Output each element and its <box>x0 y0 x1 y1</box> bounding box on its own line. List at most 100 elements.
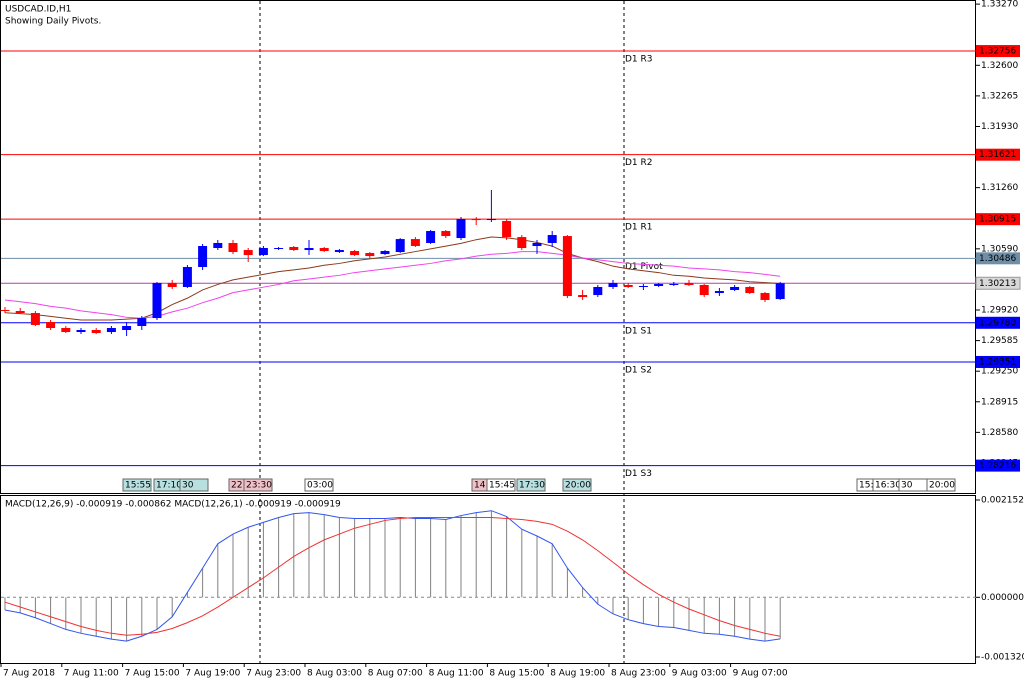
candle-body <box>61 327 71 333</box>
pivot-price-box <box>976 459 1020 472</box>
event-box <box>243 478 273 492</box>
event-label: 03:00 <box>307 481 333 491</box>
event-box <box>562 478 592 492</box>
event-label: 16:30 <box>875 481 901 491</box>
x-tick-label: 7 Aug 19:00 <box>185 669 240 679</box>
pivot-price-label: 1.28216 <box>979 461 1016 471</box>
x-tick-label: 7 Aug 2018 <box>3 669 55 679</box>
event-label: 20:00 <box>929 481 955 491</box>
event-box <box>926 478 956 492</box>
candle-body <box>547 235 557 243</box>
candle-body <box>471 219 481 221</box>
candle-body <box>228 242 238 253</box>
candle-body <box>426 231 436 243</box>
candle-body <box>714 291 724 294</box>
event-label: 15:45 <box>489 481 515 491</box>
event-box <box>179 478 209 492</box>
event-label: 23:30 <box>246 481 272 491</box>
event-label: 20:00 <box>565 481 591 491</box>
x-tick-label: 7 Aug 23:00 <box>246 669 301 679</box>
pivot-name: D1 S1 <box>625 326 652 336</box>
candle-body <box>456 219 466 239</box>
candle-body <box>745 286 755 294</box>
candle-body <box>213 242 223 249</box>
y-tick-label: 0.000000 <box>981 593 1024 603</box>
x-tick-label: 8 Aug 03:00 <box>307 669 362 679</box>
candle-body <box>258 248 268 256</box>
pivot-name: D1 R3 <box>625 55 653 65</box>
x-tick-label: 8 Aug 15:00 <box>489 669 544 679</box>
candle-body <box>243 250 253 256</box>
event-box <box>304 478 334 492</box>
candle-body <box>122 325 132 331</box>
candle-body <box>182 266 192 287</box>
bid-price-label: 1.30213 <box>979 279 1016 289</box>
candle-body <box>608 282 618 287</box>
y-tick-label: 1.28580 <box>981 428 1018 438</box>
event-label: 30 <box>901 481 913 491</box>
event-label: 22: <box>231 481 245 491</box>
candle-body <box>699 284 709 296</box>
event-label: 15:55 <box>125 481 151 491</box>
candle-body <box>350 251 360 256</box>
pivot-name: D1 R1 <box>625 223 653 233</box>
candle-body <box>654 283 664 286</box>
candle-body <box>562 236 572 297</box>
candle-body <box>106 327 116 333</box>
candle-body <box>730 286 740 291</box>
candle-body <box>684 282 694 285</box>
macd-title: MACD(12,26,9) -0.000919 -0.000862 MACD(1… <box>5 500 341 510</box>
moving-average <box>4 236 781 321</box>
candle-body <box>623 284 633 287</box>
macd-panel-frame <box>0 495 976 664</box>
x-tick-label: 8 Aug 23:00 <box>611 669 666 679</box>
y-tick-label: 1.29250 <box>981 367 1018 377</box>
candle-body <box>532 242 542 246</box>
pivot-name: D1 S3 <box>625 469 652 479</box>
candle-body <box>15 311 25 314</box>
candle-body <box>517 237 527 249</box>
pivot-price-box <box>976 148 1020 161</box>
candle-body <box>0 310 10 312</box>
candle-body <box>669 283 679 285</box>
macd-line <box>4 510 781 642</box>
macd-line <box>4 516 781 637</box>
y-tick-label: 1.28915 <box>981 397 1018 407</box>
candle-body <box>76 330 86 333</box>
pivot-price-label: 1.29780 <box>979 318 1016 328</box>
candle-body <box>760 293 770 300</box>
y-tick-label: 0.002152 <box>981 496 1024 506</box>
event-label: 30 <box>182 481 194 491</box>
event-label: 17:30 <box>519 481 545 491</box>
candle-body <box>593 286 603 296</box>
main-panel-frame <box>0 0 976 494</box>
pivot-price-label: 1.31621 <box>979 150 1016 160</box>
x-tick-label: 9 Aug 07:00 <box>733 669 788 679</box>
candle-body <box>274 248 284 250</box>
moving-average <box>4 251 781 319</box>
event-label: 15: <box>859 481 873 491</box>
pivot-price-box <box>976 252 1020 265</box>
candle-body <box>638 285 648 287</box>
x-tick-label: 8 Aug 07:00 <box>368 669 423 679</box>
x-tick-label: 8 Aug 19:00 <box>550 669 605 679</box>
x-tick-label: 9 Aug 03:00 <box>672 669 727 679</box>
candle-body <box>578 295 588 298</box>
pivot-price-box <box>976 355 1020 368</box>
y-tick-label: 1.33270 <box>981 0 1018 10</box>
event-box <box>516 478 546 492</box>
pivot-price-box <box>976 45 1020 58</box>
y-tick-label: -0.001320 <box>981 653 1024 663</box>
pivot-name: D1 Pivot <box>625 262 663 272</box>
pivot-price-label: 1.29351 <box>979 357 1016 367</box>
y-tick-label: 1.31930 <box>981 122 1018 132</box>
event-box <box>122 478 152 492</box>
candle-body <box>319 248 329 252</box>
candle-body <box>410 239 420 246</box>
y-tick-label: 1.32265 <box>981 91 1018 101</box>
candle-body <box>30 313 40 325</box>
candle-body <box>365 253 375 257</box>
symbol-title: USDCAD.ID,H1 <box>5 5 71 15</box>
candle-body <box>502 220 512 238</box>
